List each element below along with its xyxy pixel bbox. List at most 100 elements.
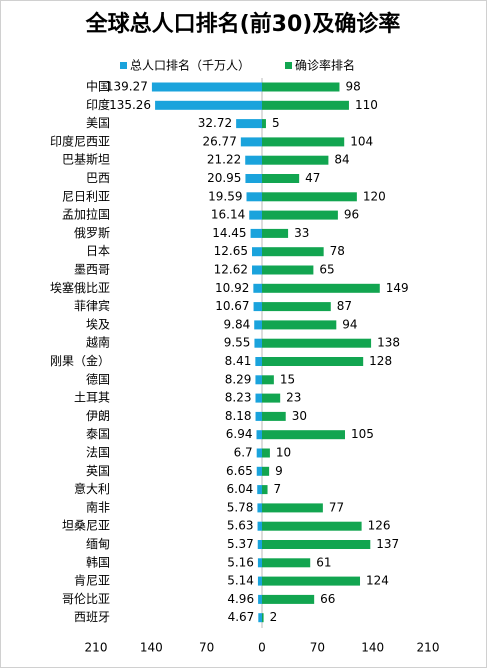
bar bbox=[262, 174, 300, 183]
y-tick-label: 越南 bbox=[86, 335, 110, 350]
y-tick-label: 韩国 bbox=[86, 554, 110, 569]
value-label: 8.29 bbox=[225, 372, 252, 386]
bar bbox=[250, 228, 262, 238]
legend-swatch bbox=[120, 62, 127, 69]
x-tick-label: 70 bbox=[310, 641, 325, 655]
value-label: 98 bbox=[345, 80, 360, 94]
y-tick-label: 肯尼亚 bbox=[74, 574, 110, 588]
bar bbox=[255, 393, 262, 403]
x-tick-label: 140 bbox=[361, 641, 384, 655]
value-label: 14.45 bbox=[212, 226, 246, 240]
legend-label: 总人口排名（千万人） bbox=[130, 58, 250, 73]
bar bbox=[262, 302, 331, 312]
bar bbox=[256, 430, 262, 440]
value-label: 65 bbox=[319, 263, 334, 277]
value-label: 2 bbox=[270, 610, 278, 624]
value-label: 6.65 bbox=[226, 464, 253, 478]
x-tick-label: 0 bbox=[258, 641, 266, 655]
value-label: 120 bbox=[363, 189, 386, 203]
bar bbox=[256, 466, 262, 476]
y-tick-label: 尼日利亚 bbox=[62, 189, 110, 203]
bar bbox=[256, 448, 262, 458]
value-label: 124 bbox=[366, 574, 389, 588]
bar bbox=[257, 485, 262, 495]
value-label: 5.37 bbox=[227, 537, 254, 551]
bar bbox=[253, 283, 262, 293]
y-tick-label: 印度尼西亚 bbox=[50, 133, 110, 148]
bar bbox=[262, 100, 349, 110]
value-label: 135.26 bbox=[109, 98, 151, 112]
y-tick-label: 印度 bbox=[86, 97, 110, 112]
bar bbox=[258, 613, 262, 623]
y-tick-label: 哥伦比亚 bbox=[62, 591, 110, 606]
value-label: 61 bbox=[316, 555, 331, 569]
value-label: 105 bbox=[351, 427, 374, 441]
bar bbox=[262, 393, 281, 403]
value-label: 30 bbox=[292, 409, 307, 423]
bar bbox=[252, 247, 262, 257]
value-label: 32.72 bbox=[198, 116, 232, 130]
bar bbox=[240, 137, 262, 147]
value-label: 21.22 bbox=[207, 153, 241, 167]
y-tick-label: 孟加拉国 bbox=[62, 207, 110, 222]
value-label: 20.95 bbox=[207, 171, 241, 185]
bar bbox=[255, 357, 262, 366]
bar bbox=[254, 320, 262, 330]
value-label: 77 bbox=[329, 500, 344, 514]
bar bbox=[262, 558, 311, 568]
bar bbox=[257, 558, 262, 568]
bar bbox=[257, 503, 262, 513]
bar bbox=[262, 265, 314, 275]
value-label: 6.94 bbox=[226, 427, 253, 441]
value-label: 9 bbox=[275, 464, 283, 478]
bar bbox=[245, 174, 262, 183]
bar bbox=[262, 411, 286, 421]
bar bbox=[249, 210, 262, 220]
bar bbox=[262, 466, 270, 476]
bar bbox=[262, 357, 364, 366]
y-tick-label: 巴基斯坦 bbox=[62, 153, 110, 167]
value-label: 12.62 bbox=[214, 263, 248, 277]
bar bbox=[245, 155, 262, 165]
bar bbox=[262, 430, 345, 440]
bar bbox=[262, 448, 270, 458]
bar bbox=[155, 100, 262, 110]
y-tick-label: 巴西 bbox=[86, 171, 110, 185]
value-label: 12.65 bbox=[214, 244, 248, 258]
value-label: 66 bbox=[320, 592, 335, 606]
value-label: 4.96 bbox=[227, 592, 254, 606]
y-tick-label: 英国 bbox=[86, 464, 110, 478]
value-label: 128 bbox=[369, 354, 392, 368]
bar bbox=[262, 576, 361, 586]
value-label: 137 bbox=[376, 537, 399, 551]
value-label: 9.84 bbox=[224, 317, 251, 331]
value-label: 96 bbox=[344, 208, 359, 222]
value-label: 149 bbox=[386, 281, 409, 295]
y-tick-label: 南非 bbox=[86, 499, 110, 514]
y-tick-label: 中国 bbox=[86, 79, 110, 94]
bar bbox=[257, 521, 262, 531]
value-label: 4.67 bbox=[228, 610, 255, 624]
value-label: 10.67 bbox=[215, 299, 249, 313]
bar bbox=[254, 338, 262, 348]
bar bbox=[262, 338, 372, 348]
value-label: 6.7 bbox=[234, 446, 253, 460]
value-label: 26.77 bbox=[202, 134, 236, 148]
chart-title: 全球总人口排名(前30)及确诊率 bbox=[85, 11, 401, 37]
y-tick-label: 埃塞俄比亚 bbox=[50, 280, 110, 295]
bar bbox=[262, 82, 340, 92]
value-label: 84 bbox=[334, 153, 349, 167]
value-label: 16.14 bbox=[211, 208, 245, 222]
y-tick-label: 埃及 bbox=[86, 317, 110, 331]
bar bbox=[255, 411, 262, 421]
y-tick-label: 法国 bbox=[86, 446, 110, 460]
legend-swatch bbox=[285, 62, 292, 69]
bar bbox=[262, 155, 329, 165]
value-label: 23 bbox=[286, 391, 301, 405]
value-label: 78 bbox=[330, 244, 345, 258]
value-label: 6.04 bbox=[227, 482, 254, 496]
x-tick-label: 210 bbox=[417, 641, 440, 655]
bar bbox=[262, 503, 323, 513]
